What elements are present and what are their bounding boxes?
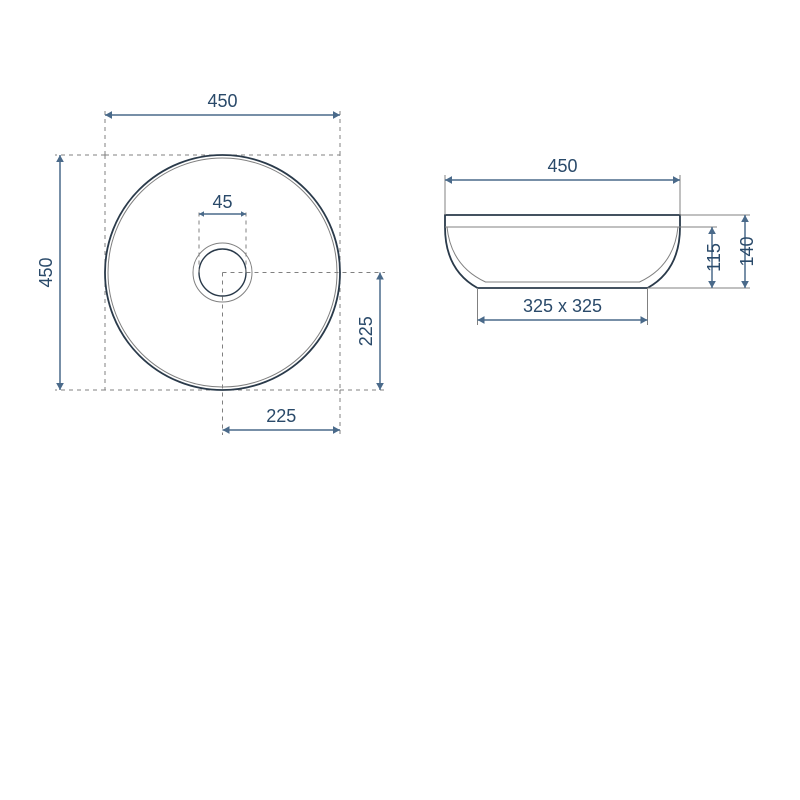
dim-side-140: 140 [737, 236, 757, 266]
dim-side-115: 115 [704, 243, 724, 272]
side-view-outer-profile [445, 215, 680, 288]
dim-side-width: 450 [547, 156, 577, 176]
dim-radius-x: 225 [266, 406, 296, 426]
dim-top-width: 450 [207, 91, 237, 111]
dim-side-base: 325 x 325 [523, 296, 602, 316]
side-view-inner-profile [447, 227, 678, 282]
dim-drain-diameter: 45 [212, 192, 232, 212]
dim-top-height: 450 [36, 257, 56, 287]
dim-radius-y: 225 [356, 316, 376, 346]
